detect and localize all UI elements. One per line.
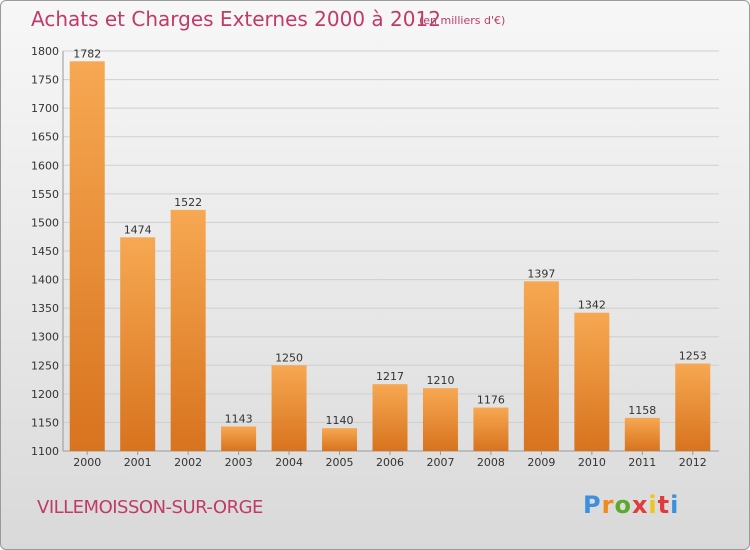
x-tick-label: 2001: [124, 456, 152, 469]
x-tick-label: 2006: [376, 456, 404, 469]
chart-title: Achats et Charges Externes 2000 à 2012: [31, 7, 441, 31]
y-tick-label: 1450: [31, 245, 59, 258]
bar: [574, 312, 610, 451]
bar: [624, 417, 660, 451]
logo-letter: i: [670, 491, 680, 519]
y-tick-label: 1350: [31, 302, 59, 315]
x-tick-label: 2002: [174, 456, 202, 469]
logo-letter: P: [583, 491, 602, 519]
x-tick-label: 2011: [628, 456, 656, 469]
x-tick-label: 2000: [73, 456, 101, 469]
y-tick-label: 1250: [31, 359, 59, 372]
data-label: 1474: [124, 223, 152, 236]
data-label: 1253: [679, 350, 707, 363]
x-tick-label: 2007: [426, 456, 454, 469]
data-label: 1158: [628, 404, 656, 417]
logo-letter: o: [614, 491, 632, 519]
y-tick-label: 1500: [31, 216, 59, 229]
x-tick-label: 2003: [225, 456, 253, 469]
logo-letter: r: [601, 491, 615, 519]
city-name: VILLEMOISSON-SUR-ORGE: [37, 497, 263, 518]
data-label: 1250: [275, 351, 303, 364]
y-tick-label: 1550: [31, 188, 59, 201]
y-axis: 1100 1150 1200 1250 1300 1350 1400 1450 1500 1550…: [31, 45, 719, 458]
data-label: 1342: [578, 299, 606, 312]
data-label: 1782: [73, 47, 101, 60]
data-label: 1522: [174, 196, 202, 209]
x-tick-label: 2005: [326, 456, 354, 469]
data-label: 1217: [376, 370, 404, 383]
bar: [322, 428, 358, 451]
y-tick-label: 1750: [31, 74, 59, 87]
bar: [221, 426, 257, 451]
bar: [473, 407, 509, 451]
y-tick-label: 1800: [31, 45, 59, 58]
x-tick-label: 2008: [477, 456, 505, 469]
bar: [372, 384, 408, 451]
logo-letter: i: [648, 491, 658, 519]
x-axis: 2000 2001 2002 2003 2004 2005 2006 2007 2008 2009…: [73, 451, 707, 469]
y-tick-label: 1200: [31, 388, 59, 401]
bar: [170, 209, 206, 451]
y-tick-label: 1100: [31, 445, 59, 458]
x-tick-label: 2012: [679, 456, 707, 469]
bar: [523, 281, 559, 451]
bars: [69, 61, 711, 452]
value-labels: 1782 1474 1522 1143 1250 1140 1217 1210 1176 1397…: [73, 47, 707, 427]
x-tick-label: 2004: [275, 456, 303, 469]
y-tick-label: 1300: [31, 331, 59, 344]
y-tick-label: 1600: [31, 159, 59, 172]
bar: [422, 388, 458, 451]
data-label: 1143: [225, 412, 253, 425]
x-tick-label: 2009: [527, 456, 555, 469]
y-tick-label: 1700: [31, 102, 59, 115]
logo-letter: t: [657, 491, 671, 519]
y-tick-label: 1150: [31, 416, 59, 429]
bar: [69, 61, 105, 452]
data-label: 1210: [426, 374, 454, 387]
logo-letter: x: [631, 491, 649, 519]
bar: [675, 363, 711, 451]
data-label: 1176: [477, 394, 505, 407]
chart-unit: (en milliers d'€): [419, 14, 506, 27]
y-tick-label: 1400: [31, 274, 59, 287]
x-tick-label: 2010: [578, 456, 606, 469]
data-label: 1397: [527, 267, 555, 280]
y-tick-label: 1650: [31, 131, 59, 144]
data-label: 1140: [326, 414, 354, 427]
bar: [120, 237, 156, 451]
proxiti-logo[interactable]: Proxiti: [583, 491, 679, 519]
bar: [271, 365, 307, 451]
